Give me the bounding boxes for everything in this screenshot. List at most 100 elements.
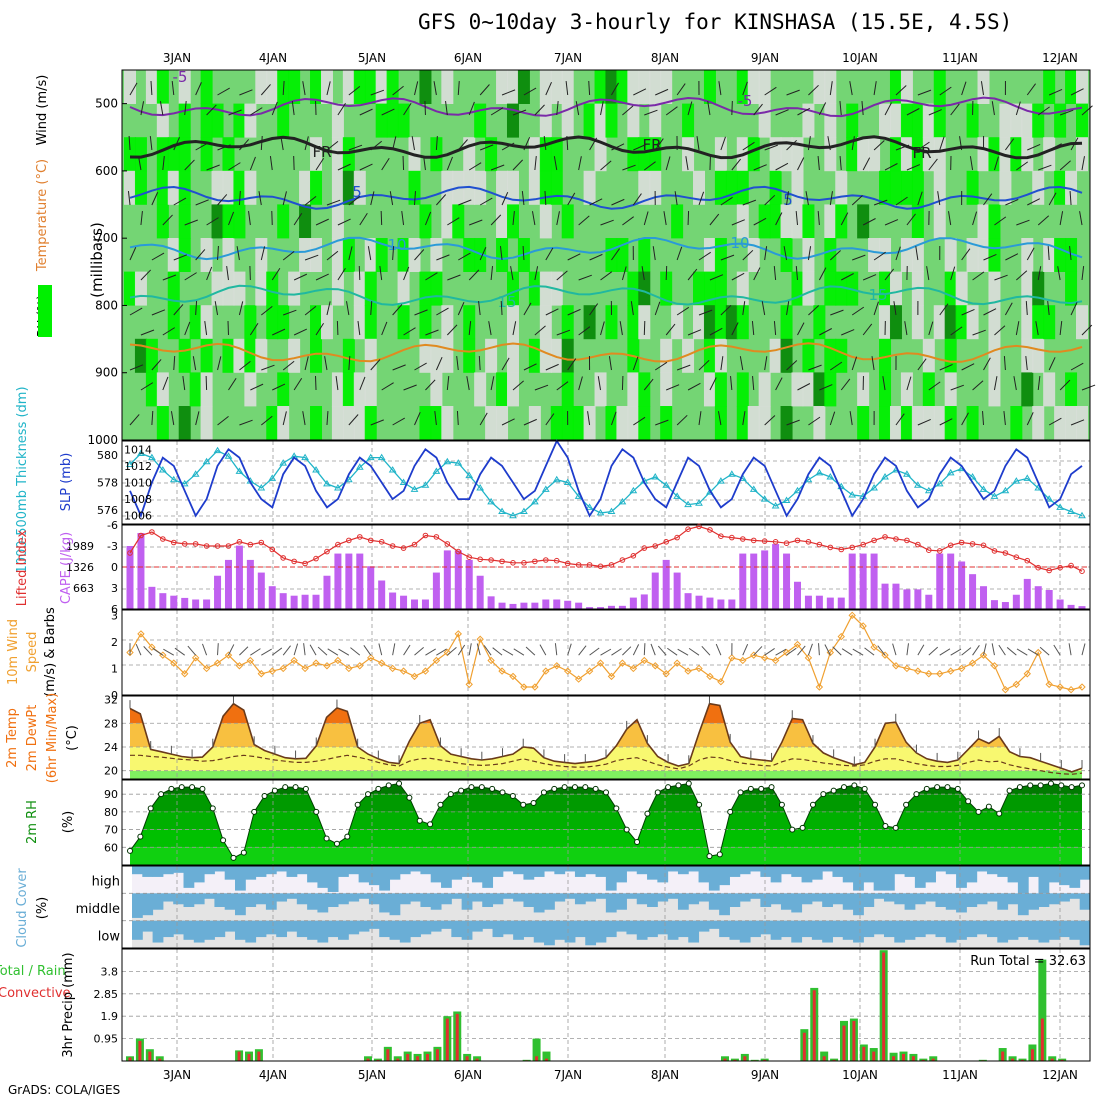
cloud-cell <box>688 921 699 943</box>
precip-convective-bar <box>843 1026 846 1061</box>
rh-cell <box>343 238 355 272</box>
slp-label: SLP (mb) <box>59 453 74 512</box>
temp-unit-label: (°C) <box>65 725 80 751</box>
rh-cell <box>496 70 508 104</box>
rh-cell <box>1054 238 1066 272</box>
cloud-cell <box>462 921 473 940</box>
rh-cell <box>660 339 672 373</box>
cloud-cell <box>853 893 864 915</box>
rh-cell <box>430 137 442 171</box>
cloud-cell <box>153 921 164 943</box>
cloud-cell <box>822 921 833 943</box>
cloud-cell <box>523 921 534 937</box>
rh2m-point <box>241 850 246 855</box>
cape-bar <box>520 603 527 609</box>
cloud-cell <box>977 866 988 871</box>
cloud-cell <box>225 866 236 880</box>
rh-cell <box>201 238 213 272</box>
rh-cell <box>978 204 990 238</box>
precip-convective-bar <box>436 1049 439 1061</box>
cape-bar <box>717 599 724 609</box>
cape-bar <box>1046 590 1053 609</box>
rh2m-point <box>759 786 764 791</box>
cloud-cell <box>565 866 576 871</box>
rh-cell <box>813 406 825 440</box>
rh-cell <box>999 104 1011 138</box>
wind-barb-10m <box>999 645 1006 655</box>
rh-cell <box>540 204 552 238</box>
rh-cell <box>824 70 836 104</box>
cape-bar <box>258 573 265 609</box>
wind-barb-10m <box>188 646 196 655</box>
rh-cell <box>781 305 793 339</box>
rh-cell <box>813 305 825 339</box>
rh2m-point <box>386 783 391 788</box>
rh2m-label: 2m RH <box>25 800 40 844</box>
wind-barb-10m <box>833 647 842 655</box>
wind-barb-10m <box>622 647 630 655</box>
cape-bar <box>334 554 341 609</box>
rh-cell <box>507 70 519 104</box>
cloud-cell <box>585 866 596 874</box>
contour-label: -5 <box>173 68 188 86</box>
rh-cell <box>693 272 705 306</box>
rh2m-point <box>604 790 609 795</box>
cloud-cell <box>338 866 349 877</box>
rh-cell <box>967 171 979 205</box>
temp-tick: 28 <box>104 717 118 730</box>
rh-cell <box>923 406 935 440</box>
precip-frame <box>122 949 1090 1061</box>
cloud-cell <box>307 921 318 940</box>
cape-bar <box>564 601 571 609</box>
wind-barb-10m <box>716 644 721 655</box>
wind-barb-10m <box>1054 645 1060 655</box>
cloud-cell <box>482 866 493 888</box>
contour-label: 10 <box>387 236 406 254</box>
cloud-cell <box>987 893 998 901</box>
rh-cell <box>518 70 530 104</box>
wind-barb-10m <box>318 647 327 655</box>
cloud-cell <box>812 921 823 940</box>
rh-cell <box>923 104 935 138</box>
rh-cell <box>179 406 191 440</box>
rh2m-point <box>614 806 619 811</box>
cloud-cell <box>534 893 545 912</box>
minmax-label: (6hr Min/Max) <box>45 693 60 783</box>
cloud-cell <box>142 866 153 877</box>
cloud-cell <box>894 866 905 874</box>
rh-cell <box>1043 70 1055 104</box>
cloud-cell <box>245 921 256 943</box>
rh-cell <box>157 406 169 440</box>
cloud-cell <box>276 921 287 937</box>
bottom-day-label: 7JAN <box>554 1068 582 1082</box>
rh-cell <box>233 339 245 373</box>
top-day-label: 10JAN <box>842 51 878 65</box>
cape-bar <box>1035 586 1042 609</box>
cloud-cell <box>822 866 833 871</box>
rh-cell <box>157 70 169 104</box>
rh-cell <box>813 372 825 406</box>
dewpt-label: 2m DewPt <box>25 705 40 772</box>
rh2m-point <box>169 786 174 791</box>
cloud-cell <box>317 866 328 888</box>
cloud-cell <box>812 893 823 901</box>
cloud-cell <box>740 866 751 874</box>
total-rain-label: Total / Rain <box>0 964 66 979</box>
rh2m-point <box>1017 785 1022 790</box>
cloud-cell <box>1049 893 1060 904</box>
precip-convective-bar <box>466 1056 469 1061</box>
temp-tick: 32 <box>104 694 118 707</box>
thickness-tick: 580 <box>97 449 118 462</box>
rh-cell <box>1032 339 1044 373</box>
cloud-cell <box>626 893 637 898</box>
cloud-cell <box>997 893 1008 909</box>
rh2m-point <box>407 795 412 800</box>
rh-cell <box>321 70 333 104</box>
cloud-cell <box>626 921 637 935</box>
rh2m-point <box>1007 788 1012 793</box>
cloud-cell <box>410 866 421 871</box>
cloud-cell <box>596 893 607 898</box>
rh2m-point <box>635 839 640 844</box>
